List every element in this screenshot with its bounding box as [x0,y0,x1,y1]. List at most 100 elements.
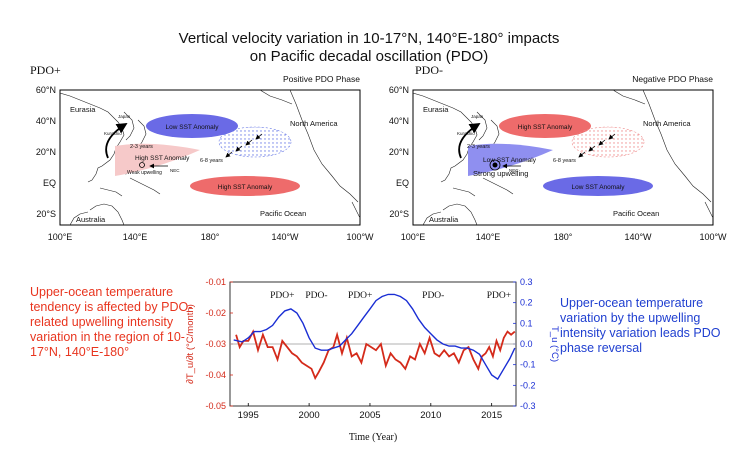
x-tick-label: 1995 [238,410,259,421]
period-long-label: 6-8 years [553,158,576,164]
svg-text:100°E: 100°E [401,232,426,242]
svg-text:180°: 180° [554,232,573,242]
sst-anomaly-south [543,176,653,196]
phase-title: Negative PDO Phase [632,74,713,84]
left-tick-label: -0.03 [205,339,226,349]
sst-anomaly-north [146,114,238,138]
right-axis-title: T_u (°C) [549,326,560,362]
left-axis-ticks: -0.05 -0.04 -0.03 -0.02 -0.01 [205,277,233,411]
sst-anomaly-south-label: High SST Anomaly [218,184,273,191]
right-tick-label: -0.1 [520,360,536,370]
lat-axis-labels: 60°N 40°N 20°N EQ 20°S [389,85,409,219]
upwelling-marker [139,162,145,168]
upwelling-marker [489,159,501,171]
region-label-eurasia: Eurasia [70,105,96,114]
phase-label: PDO- [422,291,444,301]
sst-anomaly-north [499,114,591,138]
sst-anomaly-south [190,176,300,196]
map-panel-pdo-positive: Low SST Anomaly High SST Anomaly High SS… [30,63,374,242]
svg-text:20°S: 20°S [36,209,56,219]
sst-anomaly-north-extension [571,126,645,158]
right-tick-label: -0.3 [520,401,536,411]
left-annotation: Upper-ocean temperature tendency is affe… [30,285,193,359]
right-tick-label: 0.2 [520,298,533,308]
phase-label: PDO- [305,291,327,301]
period-short-label: 2-3 years [130,144,153,150]
right-axis-ticks: -0.3 -0.2 -0.1 0.0 0.1 0.2 0.3 [513,277,536,411]
region-label-north-america: North America [643,119,691,128]
figure-title-line1: Vertical velocity variation in 10-17°N, … [178,30,560,47]
left-tick-label: -0.01 [205,277,226,287]
region-label-pacific: Pacific Ocean [613,209,659,218]
figure-title-line2: on Pacific decadal oscillation (PDO) [249,48,489,65]
svg-text:60°N: 60°N [36,85,56,95]
current-nec-label: NEC [170,168,180,173]
left-tick-label: -0.04 [205,370,226,380]
kuroshio-arrow [458,123,481,159]
right-tick-label: -0.2 [520,380,536,390]
svg-text:100°W: 100°W [346,232,374,242]
phase-label: PDO+ [348,291,372,301]
current-japan-label: Japan [118,114,131,119]
svg-text:40°N: 40°N [36,116,56,126]
sst-anomaly-north-label: High SST Anomaly [518,124,573,131]
sst-anomaly-north-extension [218,126,292,158]
region-label-pacific: Pacific Ocean [260,209,306,218]
map-panel-pdo-negative: High SST Anomaly Low SST Anomaly Low SST… [389,63,727,242]
svg-text:20°S: 20°S [389,209,409,219]
region-label-australia: Australia [76,215,106,224]
right-tick-label: 0.0 [520,339,533,349]
wave-propagation-arrows [225,133,263,158]
right-tick-label: 0.3 [520,277,533,287]
lat-axis-labels: 60°N 40°N 20°N EQ 20°S [36,85,56,219]
panel-label: PDO+ [30,63,61,77]
phase-label: PDO+ [487,291,511,301]
series-line-tu [233,293,516,381]
x-axis-ticks: 1995 2000 2005 2010 2015 [238,403,502,421]
svg-text:100°E: 100°E [48,232,73,242]
phase-label: PDO+ [270,291,294,301]
x-tick-label: 2010 [420,410,441,421]
x-axis-title: Time (Year) [349,432,397,443]
current-kuroshio-label: Kuroshio [104,131,122,136]
region-label-north-america: North America [290,119,338,128]
warm-pool-region [115,143,200,176]
svg-text:140°W: 140°W [624,232,652,242]
svg-text:EQ: EQ [43,178,56,188]
cool-pool-region [468,143,553,176]
svg-text:140°E: 140°E [476,232,501,242]
region-label-eurasia: Eurasia [423,105,449,114]
upwelling-marker-center [492,162,498,168]
left-tick-label: -0.02 [205,308,226,318]
current-japan-label: Japan [471,114,484,119]
time-series-chart: 1995 2000 2005 2010 2015 -0.05-0.04-0.03-0.0… [185,277,560,443]
warm-pool-label: High SST Anomaly [135,155,190,162]
current-kuroshio-label: Kuroshio [457,131,475,136]
sst-anomaly-north-label: Low SST Anomaly [166,124,220,131]
lon-axis-labels: 100°E 140°E 180° 140°W 100°W [401,232,727,242]
svg-text:140°E: 140°E [123,232,148,242]
period-long-label: 6-8 years [200,158,223,164]
lon-axis-labels: 100°E 140°E 180° 140°W 100°W [48,232,374,242]
svg-text:40°N: 40°N [389,116,409,126]
svg-text:180°: 180° [201,232,220,242]
left-tick-label: -0.05 [205,401,226,411]
svg-text:EQ: EQ [396,178,409,188]
right-tick-label: 0.1 [520,318,533,328]
svg-text:100°W: 100°W [699,232,727,242]
svg-text:20°N: 20°N [36,147,56,157]
panel-label: PDO- [415,63,443,77]
map-frame [412,89,714,226]
current-nec-label: NEC [509,168,519,173]
upwelling-label: Strong upwelling [473,169,528,178]
right-annotation: Upper-ocean temperature variation by the… [560,296,721,355]
kuroshio-arrow [105,123,128,159]
period-short-label: 2-3 years [467,144,490,150]
x-tick-label: 2000 [299,410,320,421]
wave-propagation-arrows [578,133,616,158]
phase-labels: PDO+ PDO- PDO+ PDO- PDO+ [270,291,511,301]
series-line-dtu-dt [235,329,516,381]
x-tick-label: 2015 [481,410,502,421]
map-frame [59,89,361,226]
